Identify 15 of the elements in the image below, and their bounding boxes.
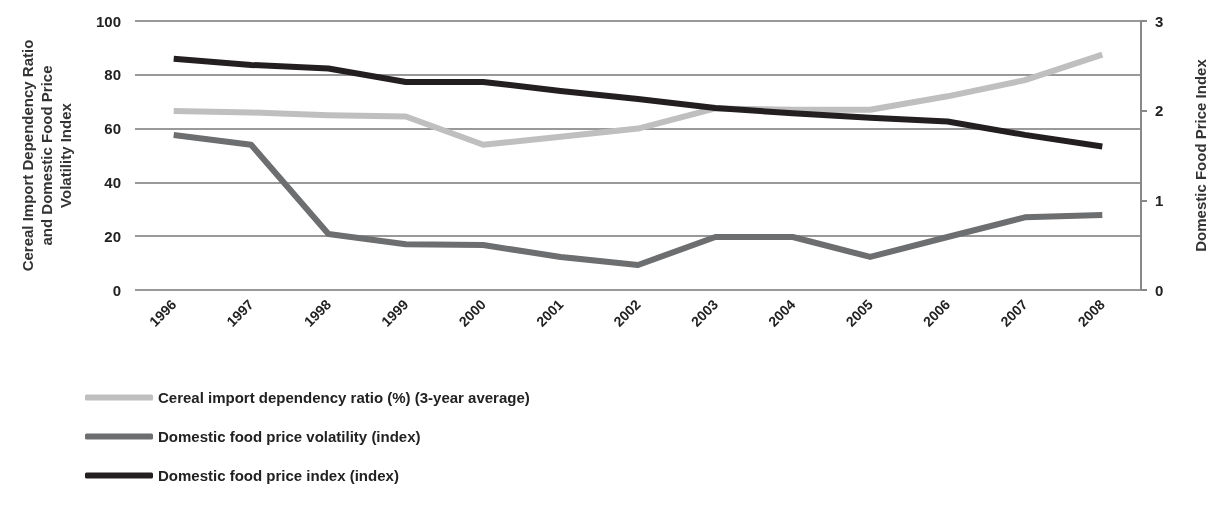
y-tick-label: 60: [104, 120, 121, 138]
legend-label: Domestic food price index (index): [158, 467, 399, 484]
y-tick-label: 0: [112, 281, 121, 299]
y-tick-label: 40: [104, 173, 121, 191]
y2-axis-title: Domestic Food Price Index: [1192, 58, 1209, 252]
y-tick-label: 20: [104, 227, 121, 245]
legend-label: Cereal import dependency ratio (%) (3-year average): [158, 389, 530, 406]
y2-tick-label: 1: [1155, 191, 1164, 209]
y2-tick-label: 0: [1155, 281, 1164, 299]
y2-tick-label: 2: [1155, 102, 1164, 120]
legend-label: Domestic food price volatility (index): [158, 428, 421, 445]
y-tick-label: 100: [95, 12, 121, 30]
y-axis-title: Cereal Import Dependency Ratio and Domestic Food Price Volatility Index: [19, 39, 74, 272]
y2-tick-label: 3: [1155, 12, 1164, 30]
y-tick-label: 80: [104, 66, 121, 84]
